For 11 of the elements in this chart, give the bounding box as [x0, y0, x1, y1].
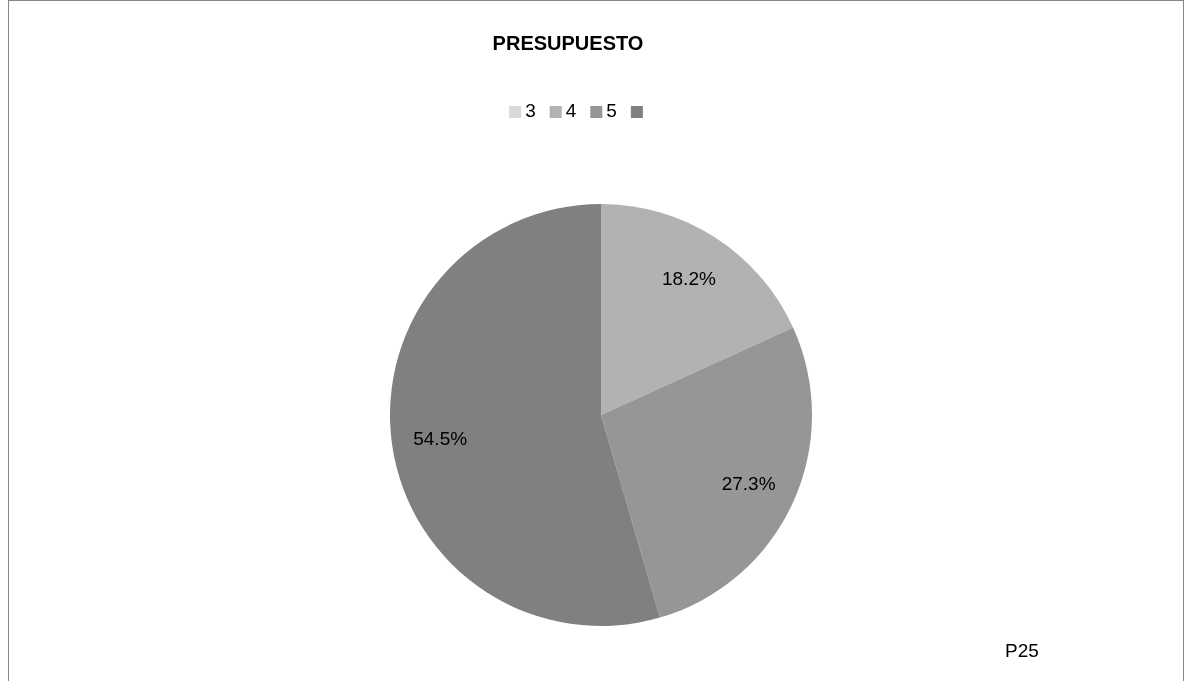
- pie-slice: [601, 204, 794, 415]
- text: P25: [1005, 640, 1039, 661]
- legend-label: 4: [565, 100, 577, 121]
- chart-title: PRESUPUESTO: [492, 32, 644, 54]
- pie-slice: [601, 327, 812, 618]
- legend-label: 3: [525, 100, 536, 121]
- pie-slice: [390, 204, 660, 626]
- legend-label: 5: [606, 100, 617, 121]
- data-label: 27.3%: [721, 472, 776, 494]
- data-label: 18.2%: [661, 268, 716, 290]
- data-label: 54.5%: [413, 427, 468, 449]
